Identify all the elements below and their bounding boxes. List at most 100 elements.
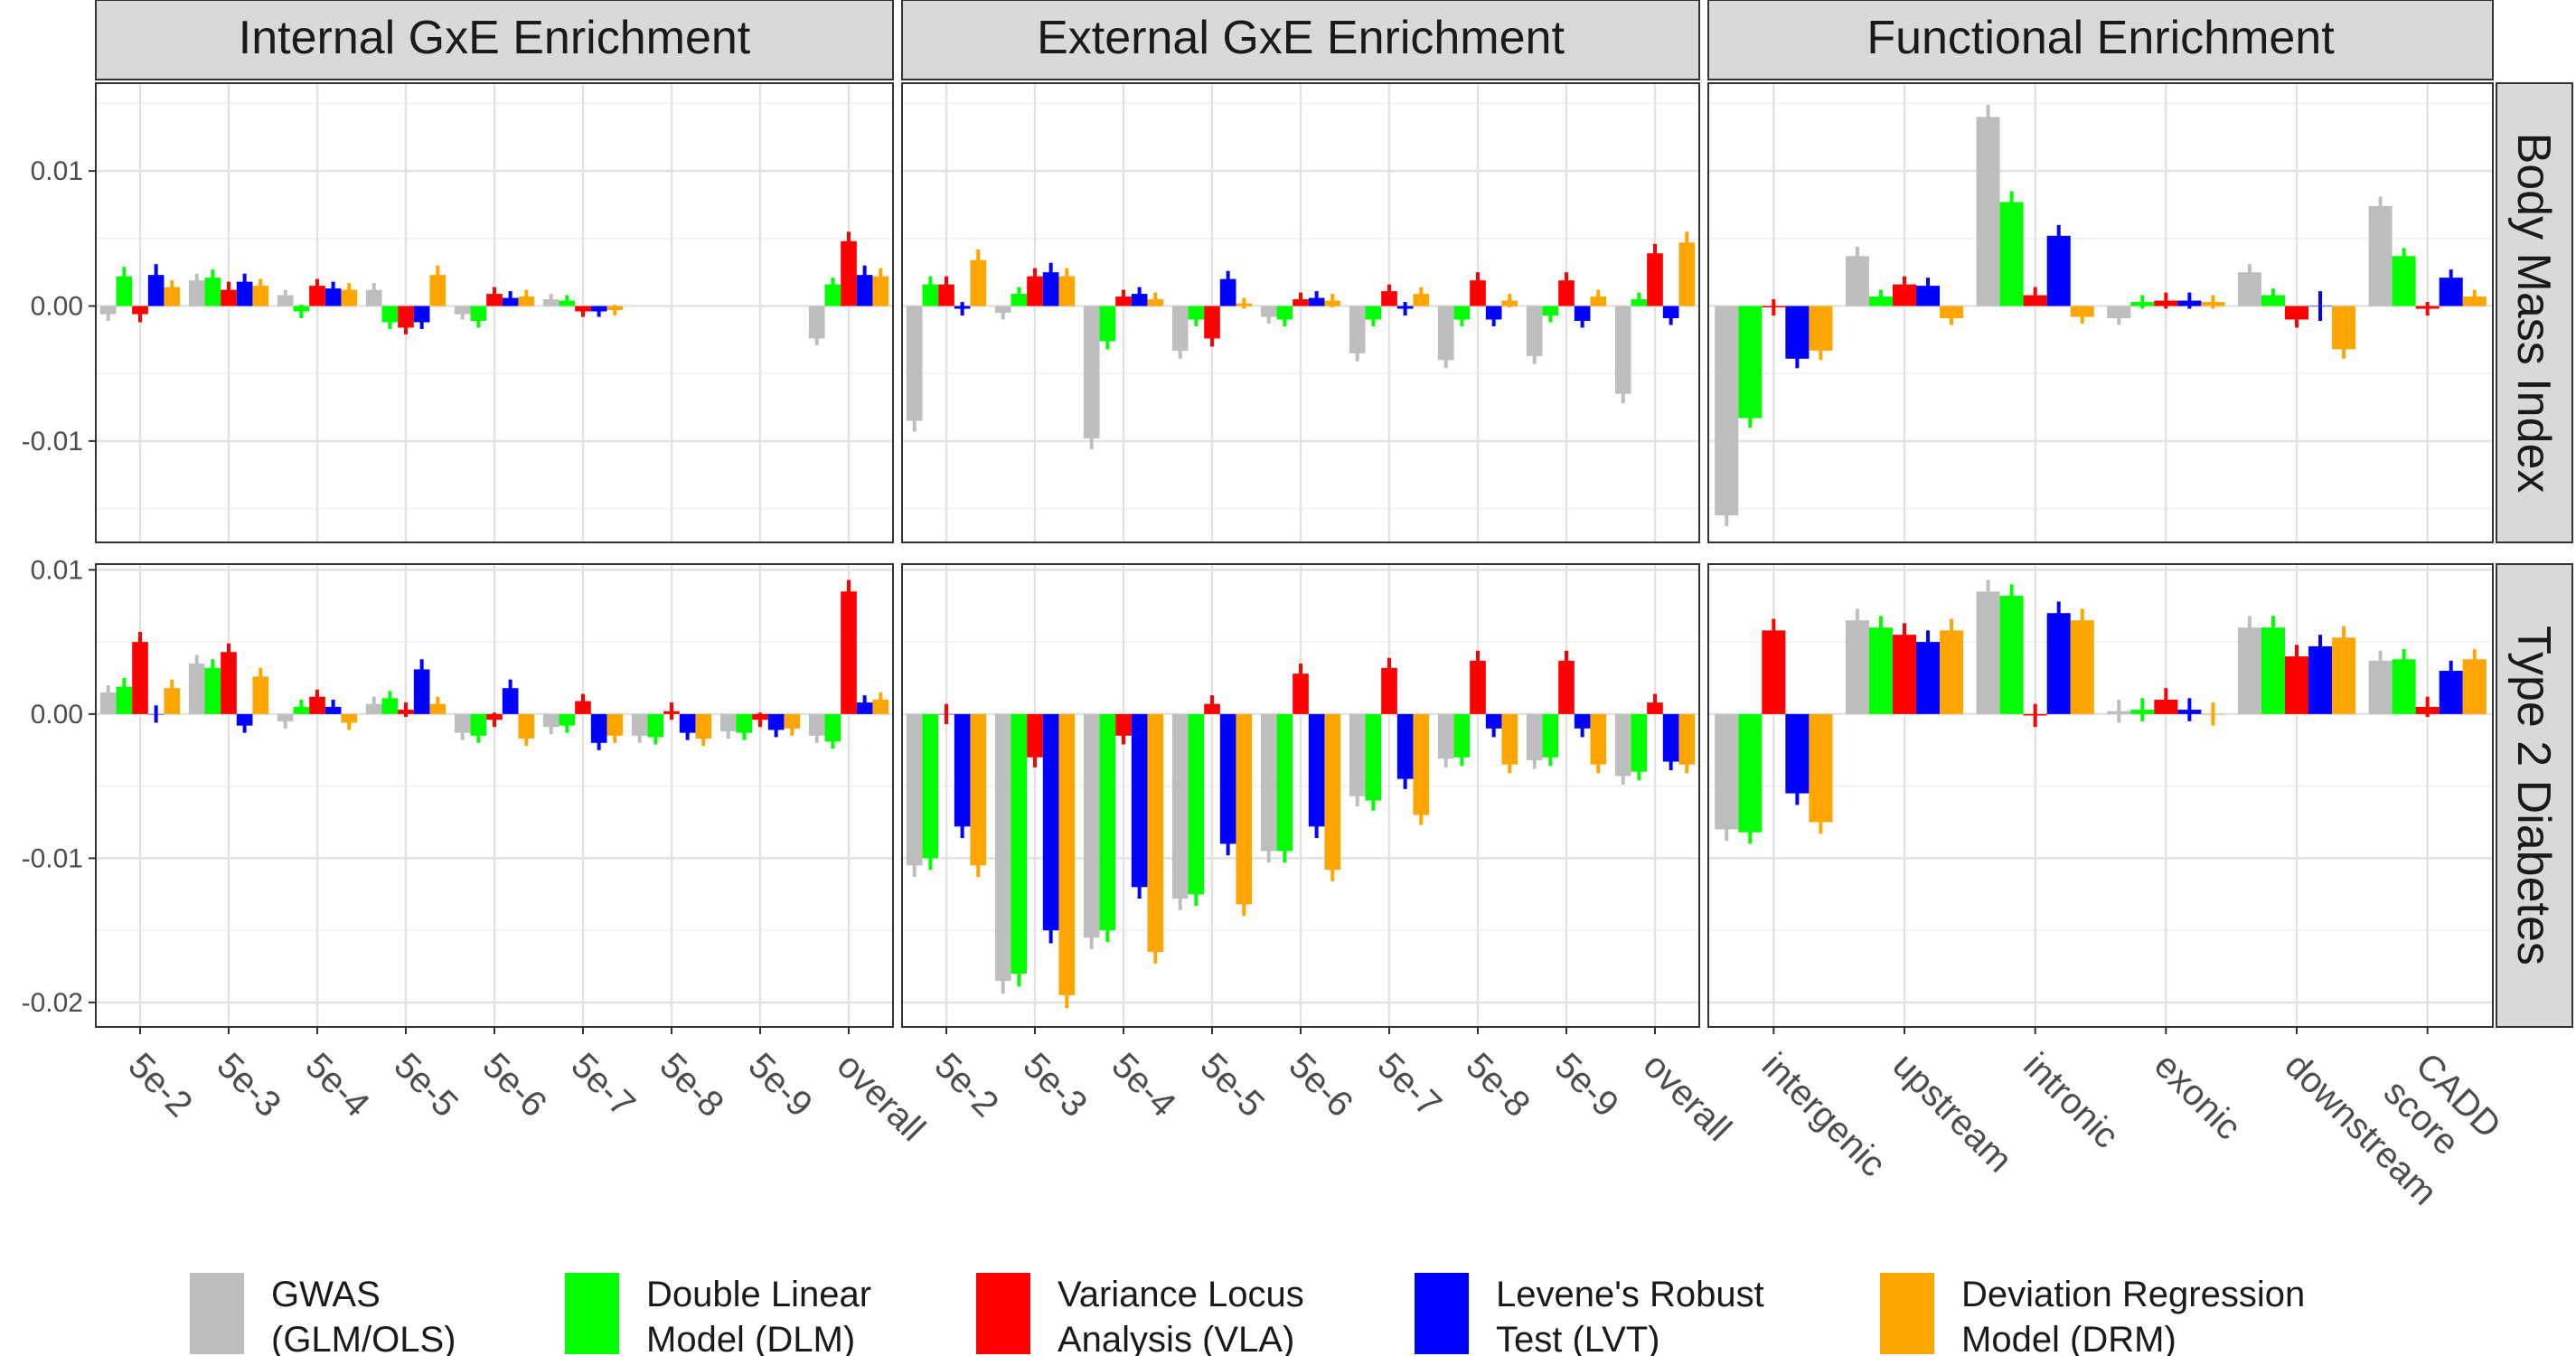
bar [2070, 620, 2094, 714]
panel-border [95, 82, 894, 543]
bar [1131, 713, 1148, 888]
panel-border [901, 82, 1700, 543]
legend-label-line: Deviation Regression [1961, 1275, 2305, 1314]
bar [429, 275, 447, 306]
x-tick-label: 5e-3 [1015, 1045, 1095, 1125]
bar [938, 284, 954, 306]
bar [1526, 713, 1543, 760]
bar [116, 686, 133, 714]
x-tick-label-line: 5e-3 [1015, 1045, 1095, 1125]
panel-border [1707, 82, 2494, 543]
x-tick-label-line: 5e-2 [926, 1045, 1006, 1125]
x-tick-label-line: 5e-6 [1281, 1045, 1360, 1125]
bar [1236, 713, 1253, 905]
x-tick-label-line: 5e-7 [563, 1045, 643, 1125]
facet-panel: -0.01 0.00 0.01 [22, 82, 894, 543]
column-strip-label: External GxE Enrichment [1037, 12, 1565, 64]
legend-key [190, 1273, 244, 1354]
bar [1868, 627, 1893, 714]
bar [1171, 306, 1189, 351]
bar [1647, 253, 1663, 306]
bar [631, 713, 648, 736]
column-strip-label: Functional Enrichment [1866, 12, 2335, 64]
bar [695, 713, 712, 739]
bar [719, 713, 737, 732]
bar [1999, 596, 2024, 714]
bar [1845, 620, 1869, 714]
legend-label: GWAS (GLM/OLS) [271, 1275, 456, 1356]
x-tick-label-line: overall [829, 1045, 932, 1148]
x-tick-label: 5e-8 [652, 1045, 731, 1125]
bar [606, 713, 624, 736]
legend-label-line: Analysis (VLA) [1058, 1320, 1294, 1356]
bar [2046, 613, 2071, 714]
bar [1590, 713, 1607, 765]
bar [2368, 205, 2393, 306]
y-tick-label: -0.01 [22, 427, 83, 457]
bar [1614, 306, 1631, 394]
x-tick-label-line: 5e-8 [652, 1045, 731, 1125]
bar [1365, 713, 1382, 801]
bar [1470, 660, 1486, 714]
x-tick-label: 5e-8 [1458, 1045, 1537, 1125]
bar [1999, 202, 2024, 306]
bar [147, 275, 165, 306]
bar [1715, 713, 1739, 830]
bar [2046, 235, 2071, 306]
bar [1678, 242, 1696, 306]
column-strip-bg [901, 0, 1700, 80]
bar [1558, 280, 1575, 306]
y-tick-label: 0.00 [31, 700, 83, 730]
legend-key [976, 1273, 1030, 1354]
bar [970, 259, 987, 306]
bar [1293, 673, 1309, 714]
y-tick-label: -0.02 [22, 988, 83, 1018]
bar [922, 284, 939, 306]
bar [1738, 306, 1763, 419]
bar [204, 667, 221, 714]
bar [1204, 306, 1220, 339]
bar [413, 306, 430, 323]
column-strip-bg [1707, 0, 2494, 80]
legend-key [1880, 1273, 1934, 1354]
bar [1042, 713, 1059, 931]
x-tick-label: 5e-6 [1281, 1045, 1360, 1125]
x-tick-label: upstream [1885, 1045, 2019, 1180]
panel-background [1708, 83, 2493, 542]
y-tick-label: -0.01 [22, 843, 83, 873]
x-tick-label: 5e-7 [1369, 1045, 1449, 1125]
bar [590, 713, 607, 743]
x-tick-label-line: 5e-6 [475, 1045, 554, 1125]
bar [381, 306, 399, 323]
bar [1027, 713, 1043, 758]
x-tick-label-line: exonic [2147, 1045, 2249, 1147]
x-tick-label: 5e-5 [1192, 1045, 1272, 1125]
bar [767, 713, 785, 730]
bar [1324, 713, 1341, 871]
legend: GWAS (GLM/OLS) Double Linear Model (DLM) Var… [190, 1273, 2305, 1356]
bar [518, 713, 535, 739]
legend-label-line: Variance Locus [1058, 1275, 1304, 1314]
bar [1558, 660, 1575, 714]
bar [906, 306, 923, 421]
bar [1437, 306, 1454, 361]
bar [188, 280, 205, 306]
legend-label-line: Test (LVT) [1496, 1320, 1660, 1356]
legend-label-line: (GLM/OLS) [271, 1320, 456, 1356]
bar [1453, 713, 1471, 758]
bar [236, 281, 253, 306]
bar [2261, 627, 2285, 714]
legend-label-line: Model (DRM) [1961, 1320, 2176, 1356]
panel-background [1708, 564, 2493, 1027]
x-tick-label: 5e-7 [563, 1045, 643, 1125]
x-tick-label: overall [829, 1045, 932, 1148]
bar [1381, 667, 1397, 714]
bar [1083, 713, 1100, 938]
x-tick-label: 5e-4 [1104, 1045, 1183, 1125]
bar [1349, 713, 1366, 796]
x-tick-label-line: intronic [2016, 1045, 2126, 1155]
bar [324, 288, 342, 306]
bar [1614, 713, 1631, 777]
